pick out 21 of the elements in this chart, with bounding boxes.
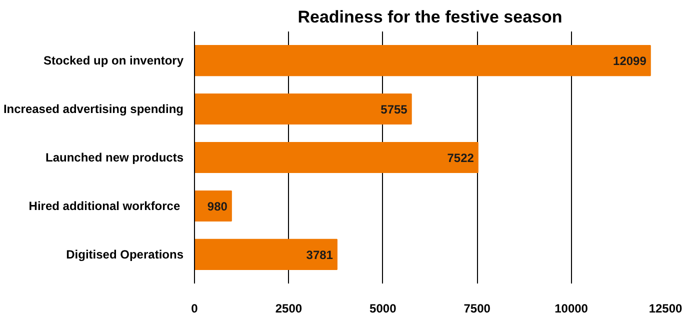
bar: [194, 94, 412, 125]
y-tick-label: Digitised Operations: [66, 247, 184, 262]
data-label: 3781: [306, 248, 334, 262]
bar: [194, 45, 651, 76]
chart-title: Readiness for the festive season: [298, 8, 562, 26]
data-label: 5755: [380, 102, 408, 117]
data-label: 7522: [447, 151, 474, 165]
data-label: 980: [207, 199, 228, 214]
y-tick-label: Increased advertising spending: [3, 102, 184, 116]
x-tick-label: 10000: [554, 302, 588, 315]
x-tick-label: 7500: [464, 302, 491, 315]
x-tick-label: 12500: [648, 302, 683, 315]
y-tick-label: Stocked up on inventory: [43, 54, 184, 68]
bar: [194, 238, 338, 270]
data-label: 12099: [613, 54, 647, 68]
y-tick-label: Hired additional workforce: [28, 198, 180, 213]
bar: [194, 142, 478, 174]
y-tick-label: Launched new products: [45, 150, 184, 164]
x-tick-label: 0: [191, 302, 198, 315]
x-tick-label: 5000: [370, 302, 397, 315]
x-tick-label: 2500: [275, 302, 302, 315]
